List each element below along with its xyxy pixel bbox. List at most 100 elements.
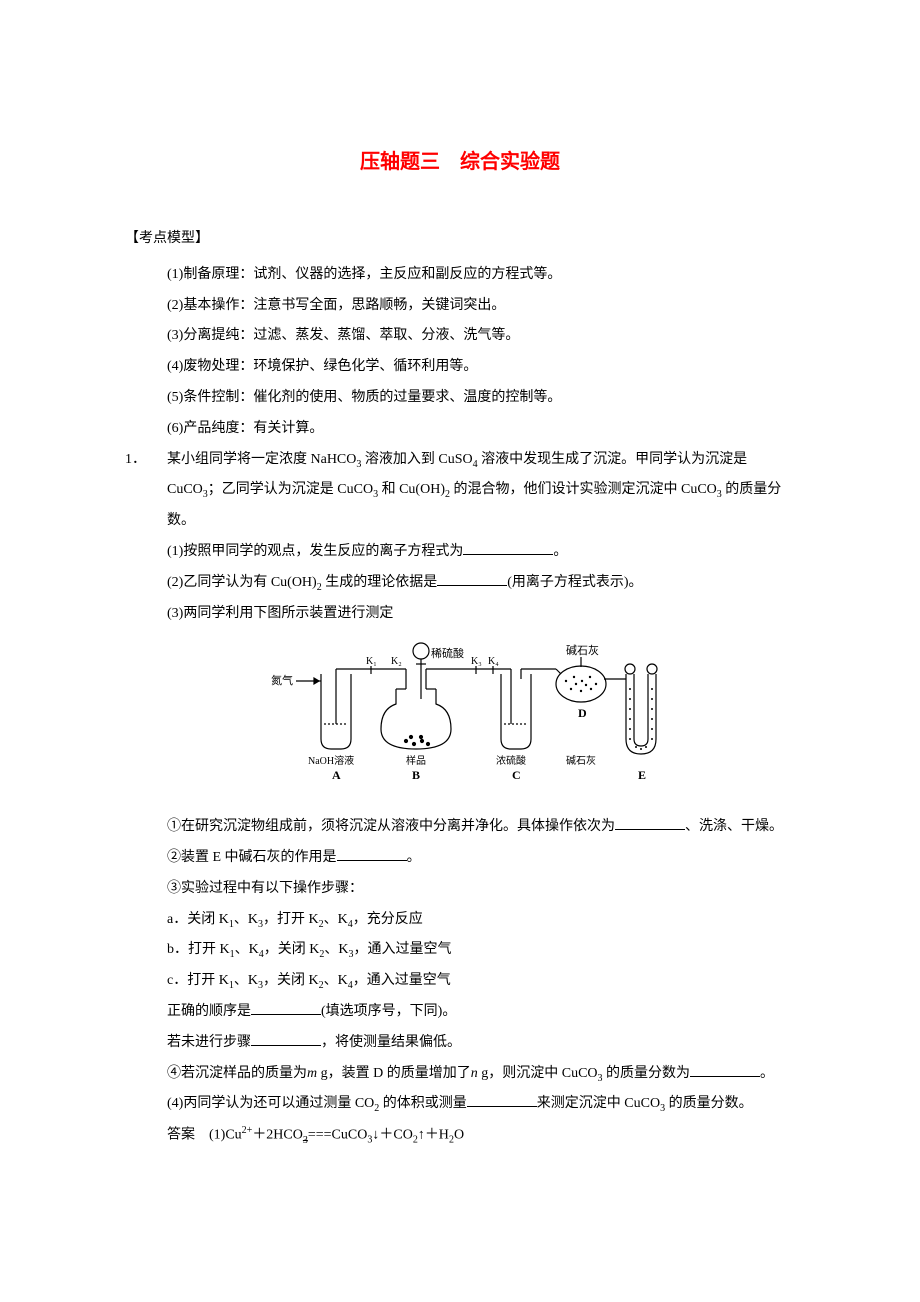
blank <box>690 1076 760 1077</box>
blank <box>615 829 685 830</box>
text: 、K <box>235 942 259 957</box>
text: ②装置 E 中碱石灰的作用是 <box>167 850 337 865</box>
label-soda-lime-d: 碱石灰 <box>566 643 599 657</box>
text: 的体积或测量 <box>379 1096 467 1111</box>
text: 正确的顺序是 <box>167 1004 251 1019</box>
point-2: (2)基本操作：注意书写全面，思路顺畅，关键词突出。 <box>125 291 795 322</box>
blank <box>467 1106 537 1107</box>
text: ，通入过量空气 <box>354 942 452 957</box>
question-1: 1． 某小组同学将一定浓度 NaHCO3 溶液加入到 CuSO4 溶液中发现生成… <box>125 445 795 1152</box>
blank <box>251 1014 321 1015</box>
text: 、洗涤、干燥。 <box>685 819 783 834</box>
text: a．关闭 K <box>167 912 229 927</box>
q1-sub3-1: ①在研究沉淀物组成前，须将沉淀从溶液中分离并净化。具体操作依次为 、洗涤、干燥。 <box>167 812 795 843</box>
text: 的混合物，他们设计实验测定沉淀中 CuCO <box>450 482 717 497</box>
text: (1)按照甲同学的观点，发生反应的离子方程式为 <box>167 544 463 559</box>
label-nitrogen: 氮气 <box>271 673 293 687</box>
order-line1: 正确的顺序是 (填选项序号，下同)。 <box>167 997 795 1028</box>
step-c: c．打开 K1、K3，关闭 K2、K4，通入过量空气 <box>167 966 795 997</box>
text: ，关闭 K <box>263 973 319 988</box>
var-m: m <box>307 1066 317 1081</box>
label-k1: K₁ <box>366 656 377 667</box>
label-D: D <box>578 706 587 720</box>
text: ；乙同学认为沉淀是 CuCO <box>208 482 373 497</box>
label-dilute-acid: 稀硫酸 <box>431 646 464 660</box>
page-title: 压轴题三 综合实验题 <box>125 140 795 184</box>
text: b．打开 K <box>167 942 230 957</box>
text: 某小组同学将一定浓度 NaHCO <box>167 452 356 467</box>
q1-sub1: (1)按照甲同学的观点，发生反应的离子方程式为 。 <box>167 537 795 568</box>
label-k2: K₂ <box>391 656 402 667</box>
point-1: (1)制备原理：试剂、仪器的选择，主反应和副反应的方程式等。 <box>125 260 795 291</box>
text: g，则沉淀中 CuCO <box>478 1066 598 1081</box>
text: 、K <box>324 973 348 988</box>
question-body: 某小组同学将一定浓度 NaHCO3 溶液加入到 CuSO4 溶液中发现生成了沉淀… <box>167 445 795 1152</box>
text: ＋2HCO <box>252 1128 303 1143</box>
text: c．打开 K <box>167 973 229 988</box>
q1-sub3-4: ④若沉淀样品的质量为m g，装置 D 的质量增加了n g，则沉淀中 CuCO3 … <box>167 1059 795 1090</box>
text: 。 <box>407 850 421 865</box>
text: 、K <box>234 973 258 988</box>
text: 答案 (1)Cu <box>167 1128 242 1143</box>
label-soda-lime-e: 碱石灰 <box>566 754 596 767</box>
section-label: 【考点模型】 <box>125 224 795 255</box>
text: ，充分反应 <box>353 912 423 927</box>
label-C: C <box>512 768 521 782</box>
text: 。 <box>760 1066 774 1081</box>
label-A: A <box>332 768 341 782</box>
text: 的质量分数为 <box>603 1066 691 1081</box>
text: 生成的理论依据是 <box>322 575 438 590</box>
question-num: 1． <box>125 445 167 476</box>
text: ，打开 K <box>263 912 319 927</box>
point-6: (6)产品纯度：有关计算。 <box>125 414 795 445</box>
step-b: b．打开 K1、K4，关闭 K2、K3，通入过量空气 <box>167 935 795 966</box>
text: ，通入过量空气 <box>353 973 451 988</box>
text: (用离子方程式表示)。 <box>507 575 642 590</box>
point-5: (5)条件控制：催化剂的使用、物质的过量要求、温度的控制等。 <box>125 383 795 414</box>
text: 溶液加入到 CuSO <box>361 452 472 467</box>
apparatus-diagram: 氮气 NaOH溶液 A K₁ K₂ <box>167 639 795 802</box>
text: g，装置 D 的质量增加了 <box>317 1066 471 1081</box>
text: ↑＋H <box>418 1128 449 1143</box>
text: 。 <box>553 544 567 559</box>
blank <box>251 1045 321 1046</box>
label-k4: K₄ <box>488 656 499 667</box>
text: ↓＋CO <box>372 1128 412 1143</box>
text: ①在研究沉淀物组成前，须将沉淀从溶液中分离并净化。具体操作依次为 <box>167 819 615 834</box>
label-B: B <box>412 768 420 782</box>
q1-sub2: (2)乙同学认为有 Cu(OH)2 生成的理论依据是(用离子方程式表示)。 <box>167 568 795 599</box>
label-naoh: NaOH溶液 <box>308 754 354 767</box>
step-a: a．关闭 K1、K3，打开 K2、K4，充分反应 <box>167 905 795 936</box>
answer: 答案 (1)Cu2+＋2HCO3===CuCO3↓＋CO2↑＋H2O <box>167 1120 795 1151</box>
text: ④若沉淀样品的质量为 <box>167 1066 307 1081</box>
order-line2: 若未进行步骤 ，将使测量结果偏低。 <box>167 1028 795 1059</box>
q1-intro: 某小组同学将一定浓度 NaHCO3 溶液加入到 CuSO4 溶液中发现生成了沉淀… <box>167 445 795 537</box>
text: (4)丙同学认为还可以通过测量 CO <box>167 1096 374 1111</box>
text: ，将使测量结果偏低。 <box>321 1035 461 1050</box>
text: 来测定沉淀中 CuCO <box>537 1096 660 1111</box>
text: 和 Cu(OH) <box>378 482 445 497</box>
text: ===CuCO <box>308 1128 367 1143</box>
point-4: (4)废物处理：环境保护、绿色化学、循环利用等。 <box>125 352 795 383</box>
q1-sub3-2: ②装置 E 中碱石灰的作用是 。 <box>167 843 795 874</box>
apparatus-svg: 氮气 NaOH溶液 A K₁ K₂ <box>266 639 696 789</box>
blank <box>437 585 507 586</box>
superscript: 2+ <box>242 1125 253 1136</box>
text: 若未进行步骤 <box>167 1035 251 1050</box>
q1-sub4: (4)丙同学认为还可以通过测量 CO2 的体积或测量来测定沉淀中 CuCO3 的… <box>167 1089 795 1120</box>
label-k3: K₃ <box>471 656 482 667</box>
text: 、K <box>324 942 348 957</box>
var-n: n <box>471 1066 478 1081</box>
blank <box>463 554 553 555</box>
text: 、K <box>324 912 348 927</box>
text: (填选项序号，下同)。 <box>321 1004 456 1019</box>
q1-sub3-3: ③实验过程中有以下操作步骤： <box>167 874 795 905</box>
blank <box>337 860 407 861</box>
text: ，关闭 K <box>264 942 320 957</box>
text: 的质量分数。 <box>665 1096 753 1111</box>
point-3: (3)分离提纯：过滤、蒸发、蒸馏、萃取、分液、洗气等。 <box>125 321 795 352</box>
label-E: E <box>638 768 646 782</box>
text: O <box>454 1128 464 1143</box>
text: (2)乙同学认为有 Cu(OH) <box>167 575 317 590</box>
q1-sub3: (3)两同学利用下图所示装置进行测定 <box>167 599 795 630</box>
